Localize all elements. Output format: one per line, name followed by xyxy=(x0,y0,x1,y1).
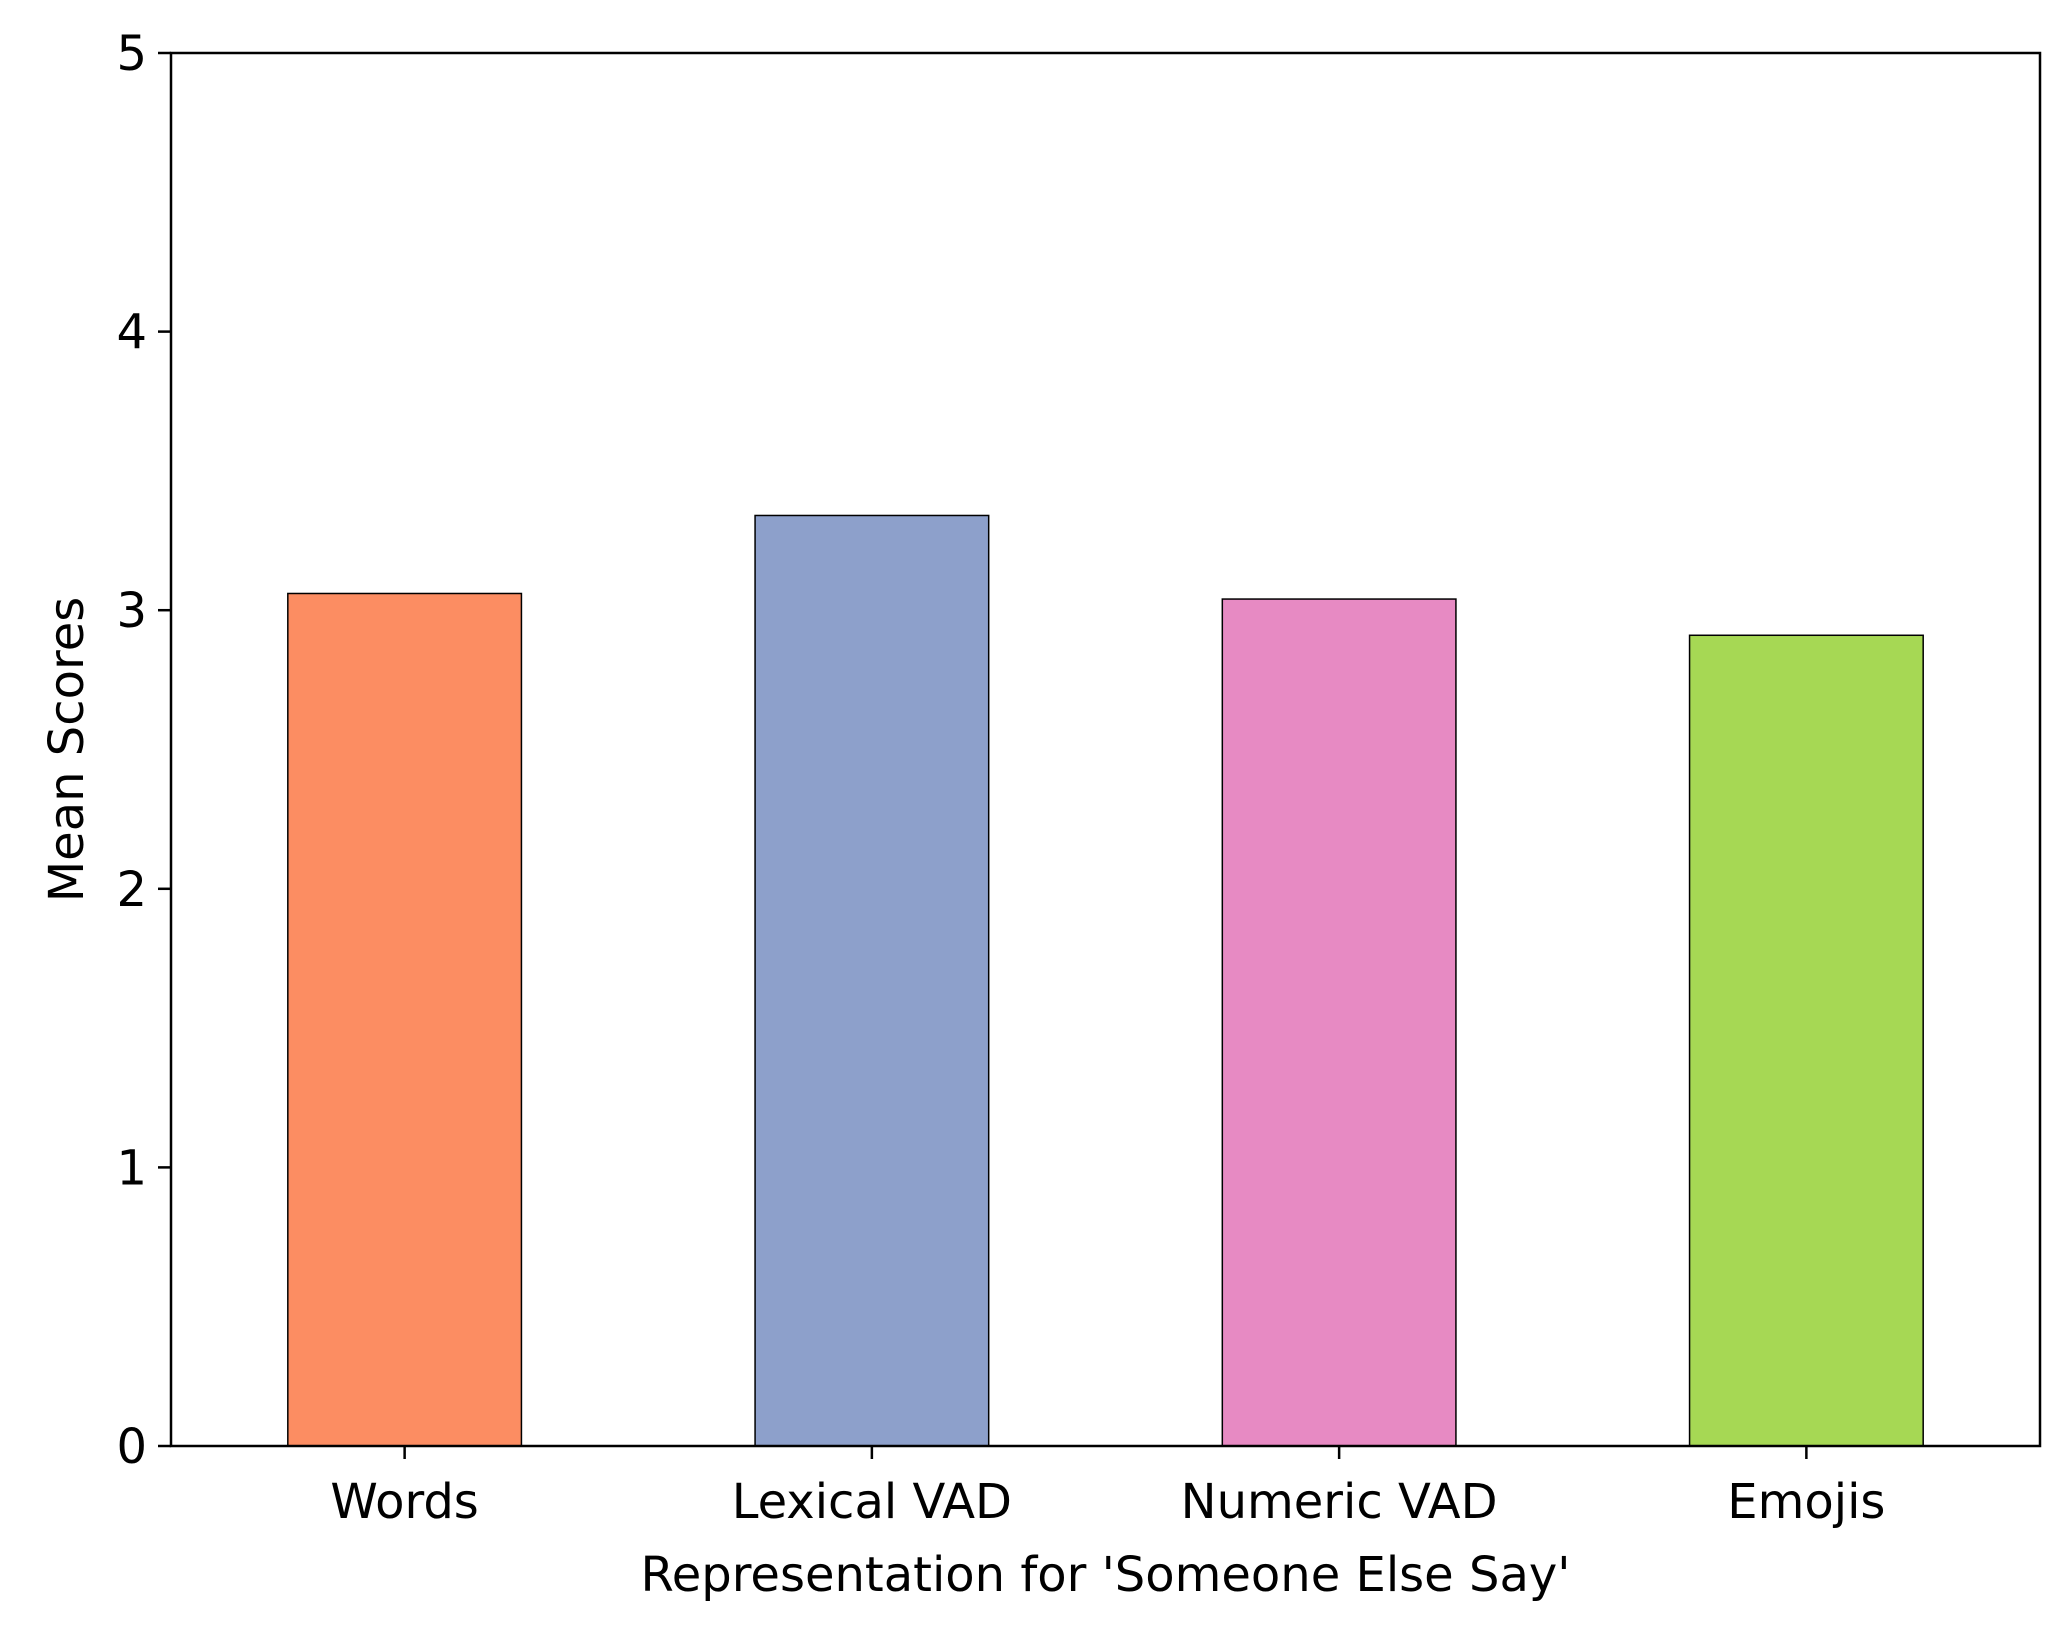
bar-words xyxy=(287,592,523,1447)
y-axis-label: Mean Scores xyxy=(39,597,95,902)
y-tick-label: 2 xyxy=(116,862,147,918)
x-axis: Words Lexical VAD Numeric VAD Emojis xyxy=(330,1446,1885,1530)
x-axis-label: Representation for 'Someone Else Say' xyxy=(641,1547,1571,1603)
y-tick-label: 5 xyxy=(116,26,147,82)
plot-frame xyxy=(169,51,2042,1448)
x-tick-label: Lexical VAD xyxy=(732,1474,1012,1530)
x-tick-label: Numeric VAD xyxy=(1181,1474,1498,1530)
bars-group xyxy=(287,514,1924,1447)
x-tick-label: Words xyxy=(330,1474,478,1530)
bar-lexical-vad xyxy=(754,514,990,1447)
bar-numeric-vad xyxy=(1221,598,1457,1447)
x-tick-label: Emojis xyxy=(1727,1474,1885,1530)
y-tick-label: 1 xyxy=(116,1140,147,1196)
y-tick-label: 3 xyxy=(116,583,147,639)
plot-area: 0 1 2 3 4 5 Words Lexical VAD Numeric VAD Emojis xyxy=(116,26,2042,1530)
y-tick-label: 0 xyxy=(116,1419,147,1475)
bar-emojis xyxy=(1688,634,1924,1447)
y-tick-label: 4 xyxy=(116,305,147,361)
y-axis: 0 1 2 3 4 5 xyxy=(116,26,171,1475)
